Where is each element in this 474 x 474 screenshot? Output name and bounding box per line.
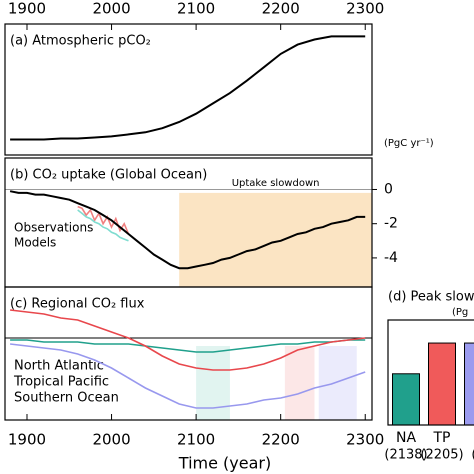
series-line: [10, 309, 366, 371]
bar: [428, 342, 456, 426]
series-line: [9, 190, 366, 270]
x-tick-label: 2000: [92, 0, 130, 18]
legend-label: Observations: [14, 221, 93, 235]
series-line: [10, 35, 366, 141]
bar: [464, 342, 474, 426]
peak-band: [196, 346, 230, 420]
x-tick-label: 2100: [177, 0, 215, 18]
slowdown-shade: [179, 192, 372, 287]
category-note: (2138): [384, 448, 427, 463]
series-line: [77, 209, 129, 242]
x-tick-label: 2200: [262, 0, 300, 18]
x-axis-label: Time (year): [178, 454, 271, 473]
y-tick-label: 0: [384, 181, 393, 197]
panel-frame: [387, 319, 474, 426]
legend-label: Models: [14, 236, 56, 250]
series-line: [10, 339, 366, 353]
y-tick-label: -2: [384, 216, 398, 232]
panel-title: (b) CO₂ uptake (Global Ocean): [10, 168, 207, 183]
y-unit: (Pg: [452, 307, 468, 318]
peak-band: [318, 346, 357, 420]
x-tick-label: 1900: [8, 0, 46, 18]
legend-label: Tropical Pacific: [13, 375, 109, 390]
y-tick-label: -4: [384, 250, 398, 266]
series-line: [77, 205, 130, 235]
peak-band: [284, 346, 315, 420]
panel-title: (a) Atmospheric pCO₂: [10, 34, 151, 49]
panel-title: (c) Regional CO₂ flux: [10, 297, 145, 312]
legend-label: Southern Ocean: [14, 391, 119, 406]
x-tick-label: 2200: [262, 431, 300, 449]
category-label: NA: [396, 430, 416, 446]
category-label: TP: [433, 430, 451, 446]
x-tick-label: 2100: [177, 431, 215, 449]
legend-label: North Atlantic: [14, 359, 104, 374]
x-tick-label: 2300: [346, 0, 384, 18]
category-note: (2205): [420, 448, 463, 463]
x-tick-label: 1900: [8, 431, 46, 449]
bar: [392, 373, 420, 426]
y-unit: (PgC yr⁻¹): [384, 138, 434, 149]
x-tick-label: 2300: [346, 431, 384, 449]
panel-frame: [4, 286, 373, 421]
shade-label: Uptake slowdown: [232, 178, 320, 189]
category-note: (2: [471, 448, 474, 463]
series-line: [10, 343, 366, 409]
x-tick-label: 2000: [92, 431, 130, 449]
panel-title: (d) Peak slowc: [388, 290, 474, 305]
panel-frame: [4, 23, 373, 156]
